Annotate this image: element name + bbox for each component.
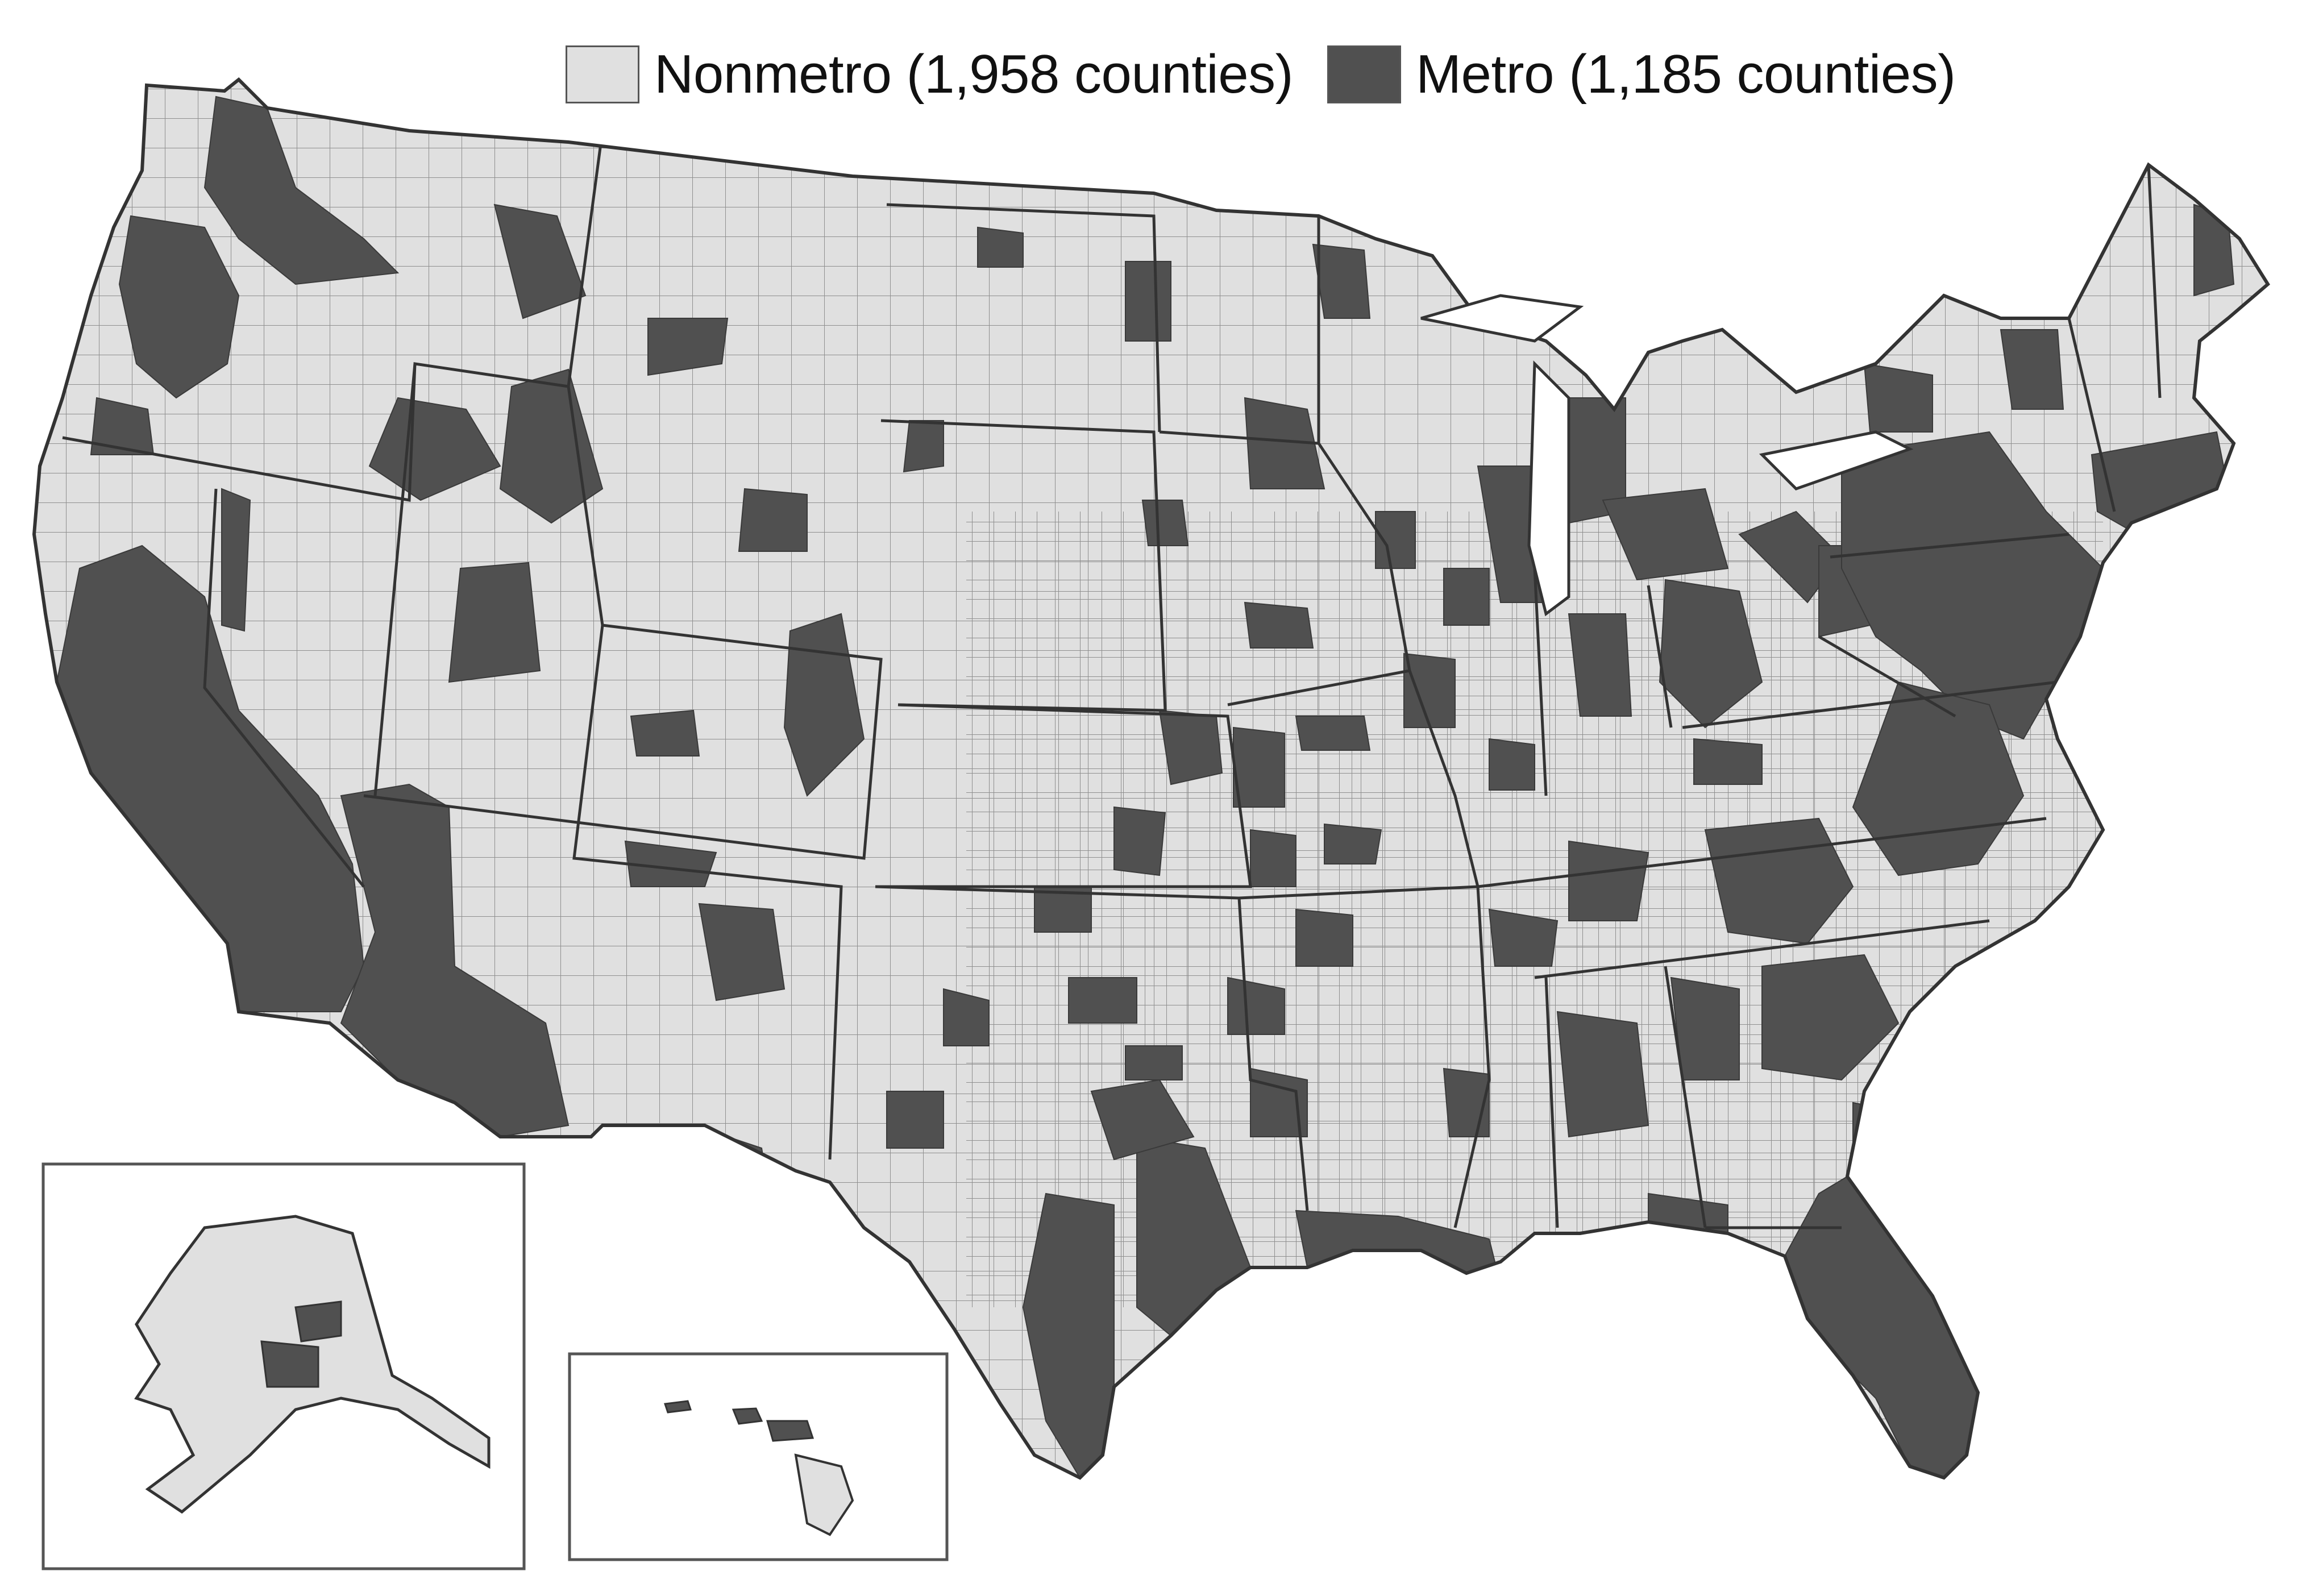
legend-label-nonmetro: Nonmetro (1,958 counties) [654, 44, 1294, 105]
state-borders [62, 130, 2162, 1229]
great-lakes [1420, 294, 1914, 617]
alaska-inset [41, 1162, 526, 1570]
legend-item-metro: Metro (1,185 counties) [1327, 43, 1956, 106]
legend-label-metro: Metro (1,185 counties) [1416, 44, 1956, 105]
legend-swatch-nonmetro [566, 45, 639, 103]
legend-swatch-metro [1327, 45, 1402, 103]
hawaii-inset [568, 1352, 949, 1561]
legend-item-nonmetro: Nonmetro (1,958 counties) [566, 43, 1294, 106]
legend: Nonmetro (1,958 counties) Metro (1,185 c… [566, 43, 1990, 106]
